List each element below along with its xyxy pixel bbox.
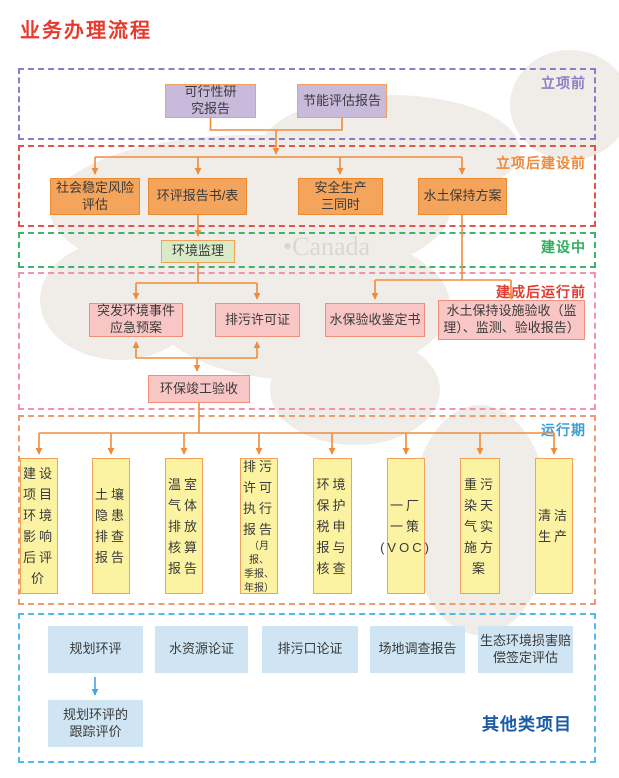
node-label: 突发环境事件 应急预案: [96, 303, 175, 335]
node-label: 规划环评的 跟踪评价: [62, 706, 128, 739]
section-operation-period: 运行期: [18, 415, 596, 605]
node-water-resource-demonstration: 水资源论证: [155, 626, 248, 673]
node-permit-execution-report: 排污 许可 执行 报告 （月报、 季报、 年报）: [240, 458, 278, 594]
node-environmental-supervision: 环境监理: [161, 240, 235, 263]
node-planning-eia-tracking: 规划环评的 跟踪评价: [48, 700, 143, 747]
node-label: 安全生产 三同时: [314, 179, 367, 212]
section-label-construction: 建设中: [541, 239, 586, 255]
node-label: 环评报告书/表: [156, 188, 239, 204]
node-label: 环境监理: [171, 243, 224, 259]
section-label-post-approval: 立项后建设前: [496, 155, 586, 171]
node-planning-eia: 规划环评: [48, 626, 143, 673]
page-title: 业务办理流程: [20, 20, 152, 42]
node-outfall-demonstration: 排污口论证: [262, 626, 358, 673]
section-post-approval-pre-construction: 立项后建设前: [18, 145, 596, 227]
node-label: 排污口论证: [277, 641, 343, 657]
node-one-plant-one-policy-voc: 一厂 一策 (VOC): [380, 458, 429, 594]
node-label: 水土保持方案: [423, 188, 502, 204]
node-soil-hazard-report: 土壤 隐患 排查 报告: [92, 458, 130, 594]
node-label: 一厂 一策 (VOC): [380, 497, 432, 555]
node-social-stability-risk: 社会稳定风险 评估: [50, 178, 140, 215]
node-soil-water-conservation-plan: 水土保持方案: [418, 178, 507, 215]
node-cleaner-production: 清洁 生产: [535, 458, 573, 594]
node-eco-damage-assessment: 生态环境损害赔 偿签定评估: [478, 626, 573, 673]
section-under-construction: 建设中: [18, 232, 596, 268]
node-label: 社会稳定风险 评估: [55, 179, 134, 212]
section-label-operation: 运行期: [541, 422, 586, 438]
node-label: 重污 染天 气实 施方 案: [463, 476, 496, 576]
node-label: 水保验收鉴定书: [329, 311, 421, 327]
node-env-completion-acceptance: 环保竣工验收: [148, 375, 250, 403]
section-pre-approval: 立项前: [18, 68, 596, 140]
node-label: 环保竣工验收: [159, 380, 238, 396]
node-discharge-permit: 排污许可证: [215, 303, 300, 337]
section-pre-operation: 建成后运行前: [18, 272, 596, 410]
node-label: 清洁 生产: [537, 508, 570, 544]
section-label-other: 其他类项目: [482, 715, 572, 734]
node-ghg-accounting-report: 温室 气体 排放 核算 报告: [165, 458, 203, 594]
node-label: 排污许可证: [224, 311, 290, 327]
node-post-eia-evaluation: 建设 项目 环境 影响 后评 价: [20, 458, 58, 594]
node-energy-assessment: 节能评估报告: [297, 84, 387, 118]
node-safety-three-simultaneous: 安全生产 三同时: [298, 178, 383, 215]
map-canada-label: •Canada: [283, 232, 371, 261]
section-label-pre-operation: 建成后运行前: [496, 284, 586, 300]
node-label: 排污 许可 执行 报告: [242, 459, 275, 537]
node-sw-acceptance-certificate: 水保验收鉴定书: [325, 303, 425, 337]
node-label: 可行性研 究报告: [184, 84, 237, 116]
node-label: 土壤 隐患 排查 报告: [94, 487, 127, 565]
node-label: 环境 保护 税申 报与 核查: [316, 476, 349, 576]
node-label: 水资源论证: [168, 641, 234, 657]
node-label: 建设 项目 环境 影响 后评 价: [22, 466, 55, 586]
node-emergency-response-plan: 突发环境事件 应急预案: [89, 303, 183, 337]
node-feasibility-study: 可行性研 究报告: [165, 84, 256, 118]
node-label: 水土保持设施验收（监 理）、监测、验收报告）: [443, 303, 580, 335]
node-site-survey-report: 场地调查报告: [370, 626, 465, 673]
node-note: （月报、 季报、 年报）: [244, 541, 274, 594]
node-label: 节能评估报告: [302, 92, 381, 108]
section-label-pre-approval: 立项前: [541, 75, 586, 91]
node-label: 规划环评: [69, 641, 122, 657]
node-label: 温室 气体 排放 核算 报告: [167, 476, 200, 576]
node-eia-report: 环评报告书/表: [148, 178, 247, 215]
node-sw-facility-acceptance: 水土保持设施验收（监 理）、监测、验收报告）: [438, 300, 585, 340]
section-other-projects: 其他类项目: [18, 613, 596, 763]
node-label: 生态环境损害赔 偿签定评估: [479, 632, 571, 665]
node-label: 场地调查报告: [378, 641, 457, 657]
node-env-tax-declaration: 环境 保护 税申 报与 核查: [313, 458, 352, 594]
node-heavy-pollution-weather-plan: 重污 染天 气实 施方 案: [460, 458, 500, 594]
